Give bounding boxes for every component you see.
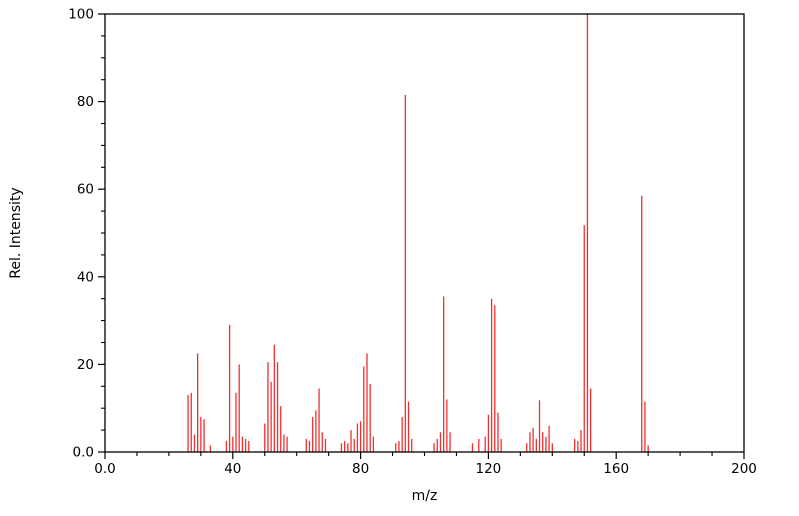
y-tick-label: 100 — [68, 7, 94, 23]
x-tick-label: 120 — [476, 461, 502, 477]
x-axis-label: m/z — [412, 488, 438, 504]
x-tick-label: 200 — [731, 461, 757, 477]
x-tick-label: 80 — [352, 461, 369, 477]
x-tick-label: 0.0 — [94, 461, 115, 477]
plot-frame — [104, 13, 745, 453]
y-axis-label: Rel. Intensity — [8, 187, 24, 278]
y-tick-label: 0.0 — [73, 445, 94, 461]
y-tick-label: 80 — [77, 94, 94, 110]
x-tick-label: 160 — [603, 461, 629, 477]
y-tick-label: 40 — [77, 269, 94, 285]
x-tick-label: 40 — [224, 461, 241, 477]
y-tick-label: 60 — [77, 182, 94, 198]
y-tick-label: 20 — [77, 357, 94, 373]
